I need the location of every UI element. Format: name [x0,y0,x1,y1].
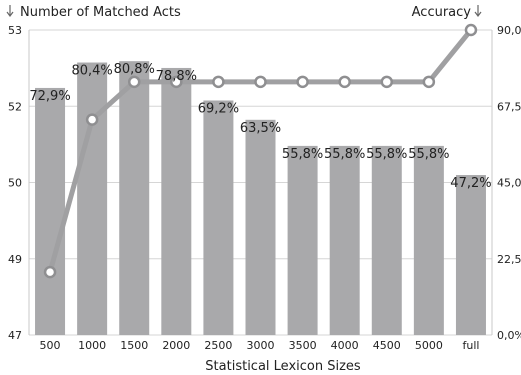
x-tick-label: 2000 [162,339,190,352]
bar-label: 72,9% [29,89,70,104]
bar [245,119,276,335]
right-tick-label: 45,0% [497,177,521,190]
bar-label: 69,2% [198,101,239,116]
accuracy-point [43,265,57,279]
accuracy-point [464,23,478,37]
left-axis-ticks: 47 49 50 52 53 [8,24,22,342]
bar-label: 55,8% [366,147,407,162]
bar [455,175,486,335]
bar-label: 63,5% [240,121,281,136]
bar-label: 55,8% [324,147,365,162]
bar-label: 55,8% [408,147,449,162]
x-axis-ticks: 500 1000 1500 2000 2500 3000 3500 4000 4500 5000 f… [40,339,480,352]
bar [371,145,402,335]
right-tick-label: 0,0% [497,329,521,342]
right-axis-arrow-icon [474,5,482,17]
accuracy-point [170,75,183,89]
right-tick-label: 67,5% [497,100,521,113]
bar [413,145,444,335]
accuracy-point [254,75,267,89]
bar-label: 80,8% [114,62,155,77]
x-tick-label: 3500 [289,339,317,352]
x-tick-label: full [462,339,479,352]
bar [119,61,150,336]
right-tick-label: 22,5% [497,253,521,266]
accuracy-point [380,75,394,89]
bar [161,67,192,335]
x-tick-label: 4000 [331,339,359,352]
left-axis-arrow-icon [6,5,14,17]
x-axis-title: Statistical Lexicon Sizes [205,359,361,374]
x-tick-label: 3000 [247,339,275,352]
bars [35,61,486,336]
x-tick-label: 5000 [415,339,443,352]
x-tick-label: 500 [40,339,61,352]
bar [35,87,66,335]
right-tick-label: 90,0% [497,24,521,37]
bar-label: 80,4% [71,64,112,79]
x-tick-label: 2500 [204,339,232,352]
left-tick-label: 52 [8,100,22,113]
left-tick-label: 49 [8,253,22,266]
x-tick-label: 1000 [78,339,106,352]
axis-arrows [6,5,482,17]
bar [287,145,318,335]
x-tick-label: 4500 [373,339,401,352]
bar [203,100,234,335]
bar-label: 55,8% [282,147,323,162]
accuracy-point [338,75,351,89]
bar [77,62,108,336]
bar-label: 78,8% [156,69,197,84]
left-tick-label: 50 [8,177,22,190]
right-axis-title: Accuracy [412,5,472,20]
bar-label: 47,2% [450,176,491,191]
accuracy-point [422,75,436,89]
accuracy-point [85,113,99,126]
bar-labels: 72,9%80,4% 80,8% 78,8%69,2%63,5%55,8% 55,8%… [29,62,491,191]
x-tick-label: 1500 [120,339,148,352]
accuracy-point [296,75,309,89]
accuracy-point [127,75,141,89]
left-tick-label: 53 [8,24,22,37]
accuracy-line [43,23,478,279]
bar [329,145,360,335]
accuracy-point [212,75,225,89]
left-axis-title: Number of Matched Acts [20,5,181,20]
left-tick-label: 47 [8,329,22,342]
right-axis-ticks: 0,0% 22,5% 45,0% 67,5% 90,0% [497,24,521,342]
